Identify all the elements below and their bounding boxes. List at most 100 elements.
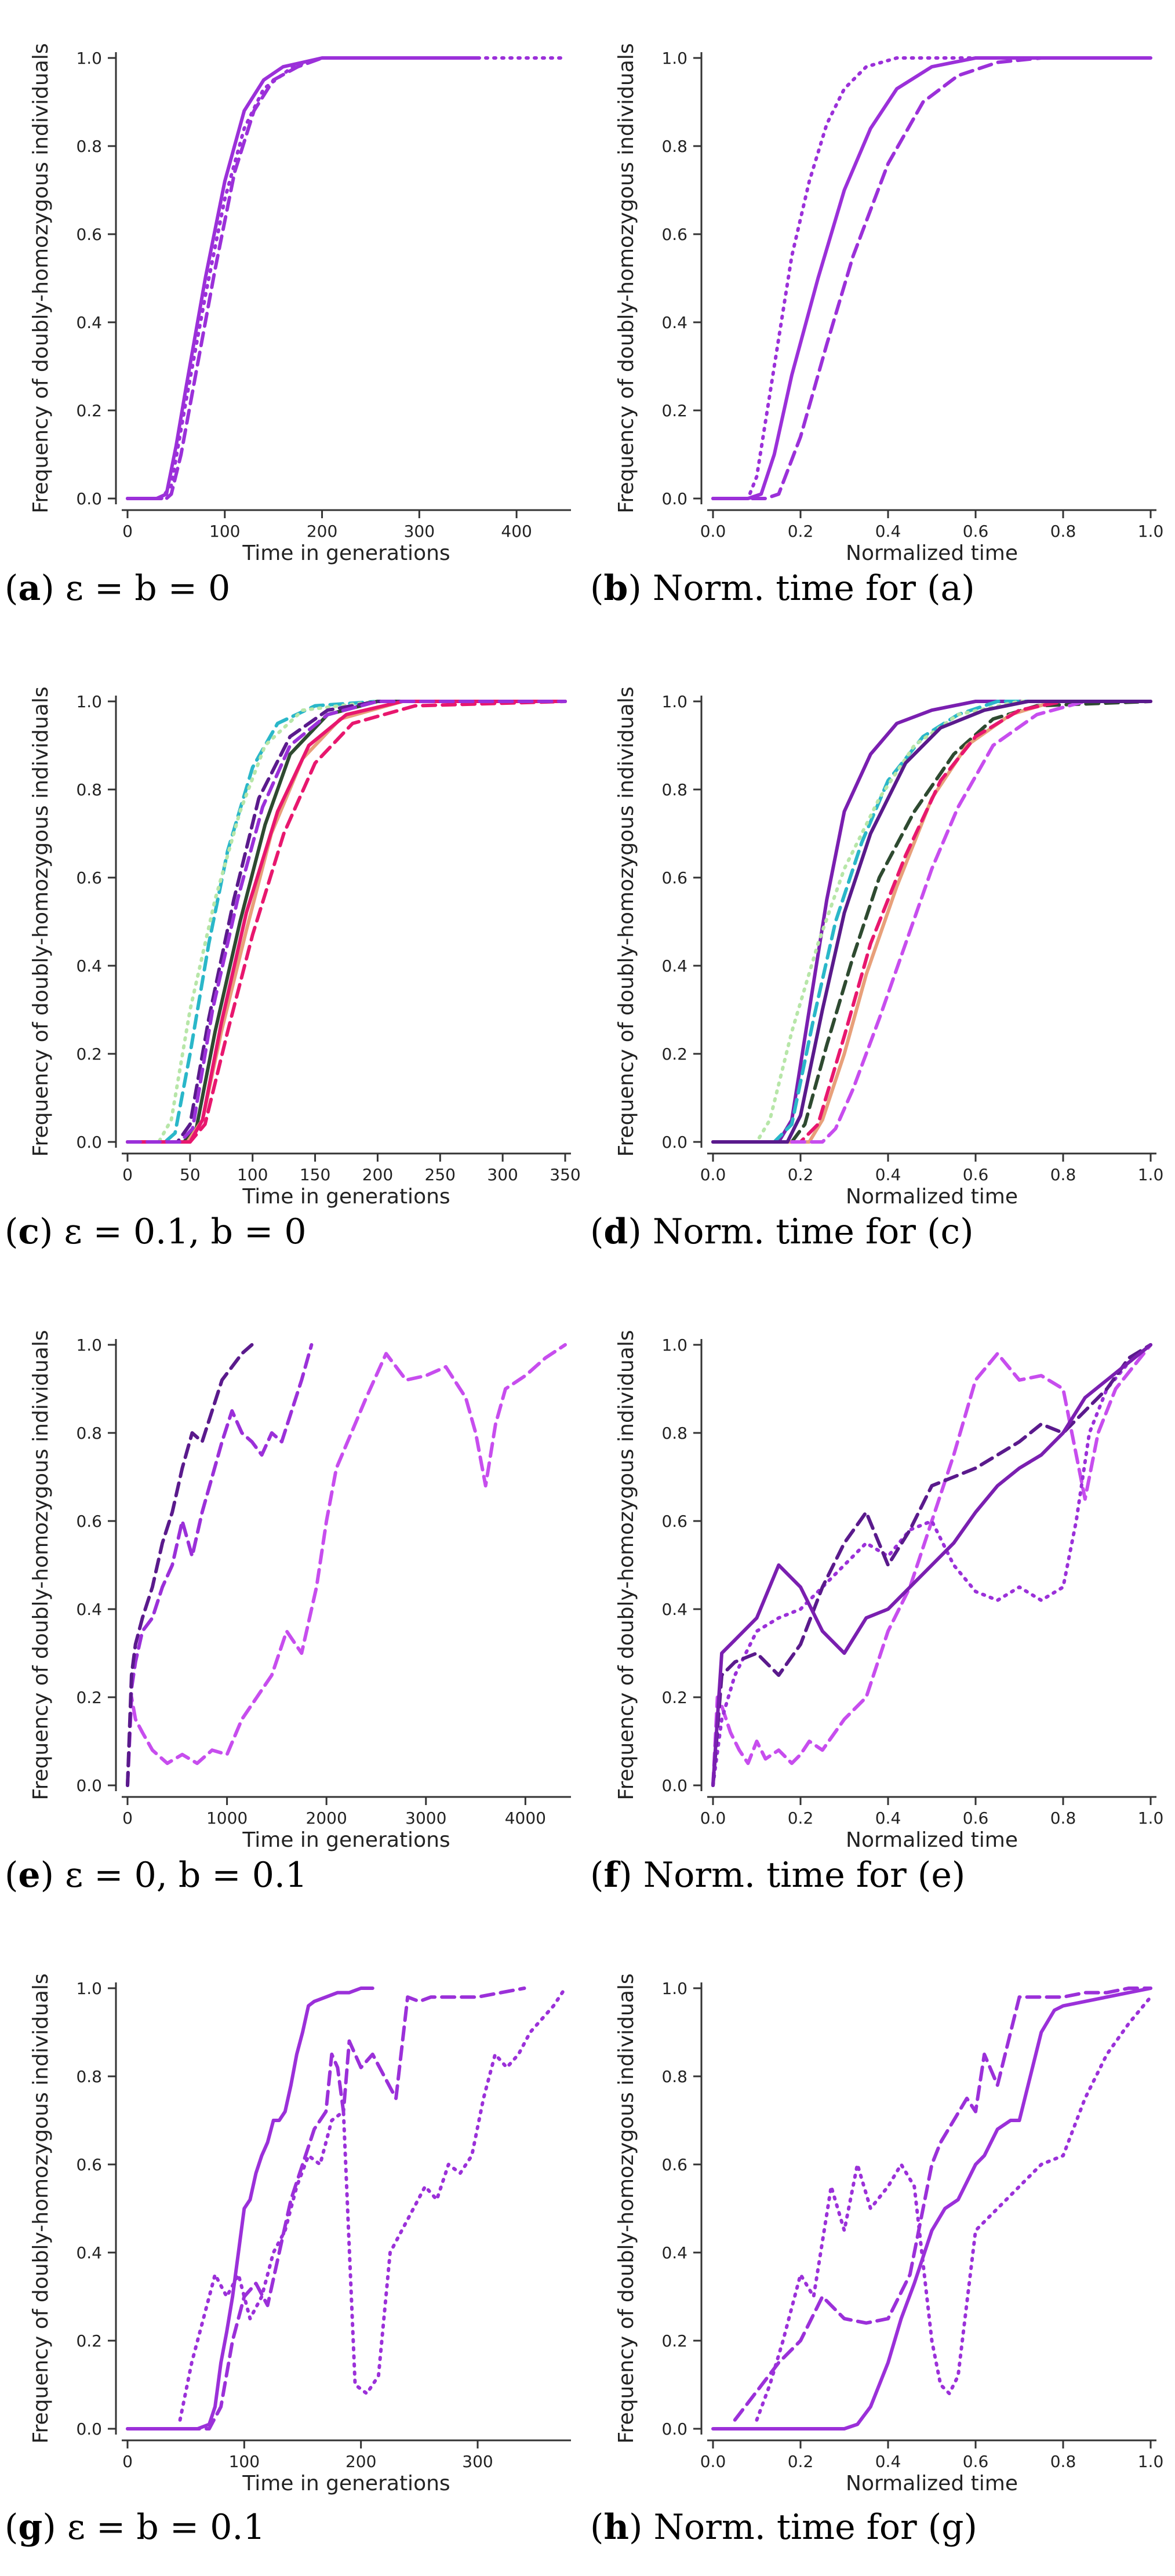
y-tick-label: 1.0 bbox=[661, 1336, 687, 1355]
x-tick-label: 0.8 bbox=[1050, 1165, 1076, 1184]
y-axis-title: Frequency of doubly-homozygous individua… bbox=[614, 1973, 638, 2443]
caption-text: Norm. time for (c) bbox=[652, 1211, 974, 1252]
y-tick-label: 0.4 bbox=[76, 313, 102, 332]
series-run-dark bbox=[126, 1343, 254, 1787]
series-run-3 bbox=[126, 700, 567, 1144]
x-tick-label: 0.4 bbox=[875, 522, 901, 541]
x-tick-label: 0.0 bbox=[700, 1809, 726, 1828]
y-tick-label: 0.0 bbox=[661, 1776, 687, 1795]
x-tick-label: 100 bbox=[229, 2452, 260, 2471]
x-tick-label: 1.0 bbox=[1138, 2452, 1164, 2471]
x-tick-label: 300 bbox=[404, 522, 435, 541]
y-axis-title: Frequency of doubly-homozygous individua… bbox=[29, 686, 53, 1156]
caption-a: (a) ε = b = 0 bbox=[5, 571, 230, 606]
caption-letter: b bbox=[603, 568, 628, 609]
caption-text: Norm. time for (e) bbox=[643, 1855, 966, 1895]
caption-letter: c bbox=[18, 1211, 39, 1252]
caption-text: ε = b = 0.1 bbox=[67, 2507, 265, 2548]
caption-text: ε = b = 0 bbox=[65, 568, 231, 609]
y-axis-title: Frequency of doubly-homozygous individua… bbox=[614, 1330, 638, 1800]
series-run-2 bbox=[711, 700, 1152, 1144]
series-run-dashed bbox=[711, 56, 1152, 500]
caption-text: ε = 0.1, b = 0 bbox=[64, 1211, 307, 1252]
x-tick-label: 0.2 bbox=[788, 1809, 814, 1828]
y-tick-label: 0.4 bbox=[661, 1600, 687, 1619]
y-tick-label: 1.0 bbox=[661, 1979, 687, 1998]
series-run-dotted bbox=[711, 56, 1152, 500]
x-tick-label: 0.8 bbox=[1050, 2452, 1076, 2471]
x-tick-label: 0.6 bbox=[963, 1165, 989, 1184]
y-tick-label: 0.6 bbox=[76, 2155, 102, 2174]
x-tick-label: 1000 bbox=[206, 1809, 248, 1828]
panel-f: 0.0 0.2 0.4 0.6 0.8 1.0 0.0 0.2 0.4 0.6 0.8 1.0 Norm… bbox=[614, 1330, 1164, 1852]
x-axis-title: Time in generations bbox=[242, 1185, 450, 1209]
x-tick-label: 0.6 bbox=[963, 522, 989, 541]
y-axis-title: Frequency of doubly-homozygous individua… bbox=[29, 1330, 53, 1800]
y-tick-label: 0.8 bbox=[76, 780, 102, 799]
y-tick-label: 1.0 bbox=[76, 49, 102, 68]
x-axis-title: Normalized time bbox=[846, 1185, 1018, 1209]
series-run-dashed bbox=[733, 1986, 1152, 2422]
series-run-solid bbox=[711, 56, 1152, 500]
series-run-1 bbox=[711, 700, 1152, 1144]
caption-paren: ( bbox=[590, 568, 604, 609]
y-tick-label: 0.6 bbox=[661, 2155, 687, 2174]
caption-b: (b) Norm. time for (a) bbox=[590, 571, 975, 606]
x-tick-label: 200 bbox=[362, 1165, 393, 1184]
y-tick-label: 0.4 bbox=[76, 2243, 102, 2262]
y-tick-label: 0.8 bbox=[76, 1424, 102, 1443]
caption-paren: ( bbox=[5, 1211, 19, 1252]
series-run-5 bbox=[711, 700, 1152, 1144]
x-tick-label: 0 bbox=[122, 1165, 133, 1184]
series-run-dark bbox=[711, 1343, 1152, 1787]
series-run-solid bbox=[126, 1986, 374, 2431]
caption-paren: ) bbox=[40, 1855, 66, 1895]
y-tick-label: 0.4 bbox=[76, 1600, 102, 1619]
x-tick-label: 0 bbox=[122, 1809, 133, 1828]
panel-h: 0.0 0.2 0.4 0.6 0.8 1.0 0.0 0.2 0.4 0.6 0.8 1.0 Norm… bbox=[614, 1973, 1164, 2495]
caption-paren: ( bbox=[5, 2507, 19, 2548]
y-tick-label: 1.0 bbox=[76, 692, 102, 711]
caption-letter: e bbox=[18, 1855, 41, 1895]
caption-paren: ( bbox=[5, 1855, 19, 1895]
y-tick-label: 0.4 bbox=[76, 956, 102, 976]
panel-b: 0.0 0.2 0.4 0.6 0.8 1.0 0.0 0.2 0.4 0.6 0.8 1.0 Norm… bbox=[614, 43, 1163, 565]
x-tick-label: 2000 bbox=[306, 1809, 347, 1828]
series-run-light bbox=[711, 1343, 1152, 1787]
x-tick-label: 0.0 bbox=[700, 522, 726, 541]
caption-paren: ) bbox=[628, 568, 653, 609]
y-tick-label: 0.0 bbox=[661, 489, 687, 508]
x-axis-title: Normalized time bbox=[846, 1828, 1018, 1852]
caption-d: (d) Norm. time for (c) bbox=[590, 1214, 973, 1249]
y-tick-label: 0.2 bbox=[76, 401, 102, 420]
x-tick-label: 200 bbox=[307, 522, 337, 541]
caption-f: (f) Norm. time for (e) bbox=[590, 1858, 965, 1893]
y-tick-label: 0.6 bbox=[76, 1512, 102, 1531]
caption-e: (e) ε = 0, b = 0.1 bbox=[5, 1858, 307, 1893]
series-run-7 bbox=[126, 700, 567, 1144]
y-axis-title: Frequency of doubly-homozygous individua… bbox=[614, 686, 638, 1156]
series-run-dotted bbox=[755, 1995, 1152, 2422]
x-tick-label: 350 bbox=[550, 1165, 580, 1184]
caption-paren: ) bbox=[629, 2507, 654, 2548]
x-tick-label: 4000 bbox=[505, 1809, 546, 1828]
y-tick-label: 0.2 bbox=[661, 1045, 687, 1064]
series-run-5 bbox=[126, 700, 567, 1144]
y-tick-label: 0.6 bbox=[661, 868, 687, 887]
x-tick-label: 1.0 bbox=[1138, 1809, 1164, 1828]
series-run-6 bbox=[126, 700, 567, 1144]
caption-letter: d bbox=[603, 1211, 628, 1252]
y-tick-label: 1.0 bbox=[76, 1336, 102, 1355]
caption-letter: h bbox=[603, 2507, 630, 2548]
caption-paren: ) bbox=[39, 1211, 64, 1252]
y-tick-label: 0.8 bbox=[76, 2067, 102, 2086]
x-axis-title: Normalized time bbox=[846, 541, 1018, 565]
series-run-dotted bbox=[126, 56, 567, 500]
x-tick-label: 0.4 bbox=[875, 1809, 901, 1828]
y-tick-label: 0.2 bbox=[76, 1688, 102, 1707]
x-tick-label: 0.6 bbox=[963, 1809, 989, 1828]
series-run-light bbox=[126, 1343, 567, 1787]
x-tick-label: 0.0 bbox=[700, 1165, 726, 1184]
series-run-7 bbox=[711, 700, 1152, 1144]
y-tick-label: 0.4 bbox=[661, 956, 687, 976]
